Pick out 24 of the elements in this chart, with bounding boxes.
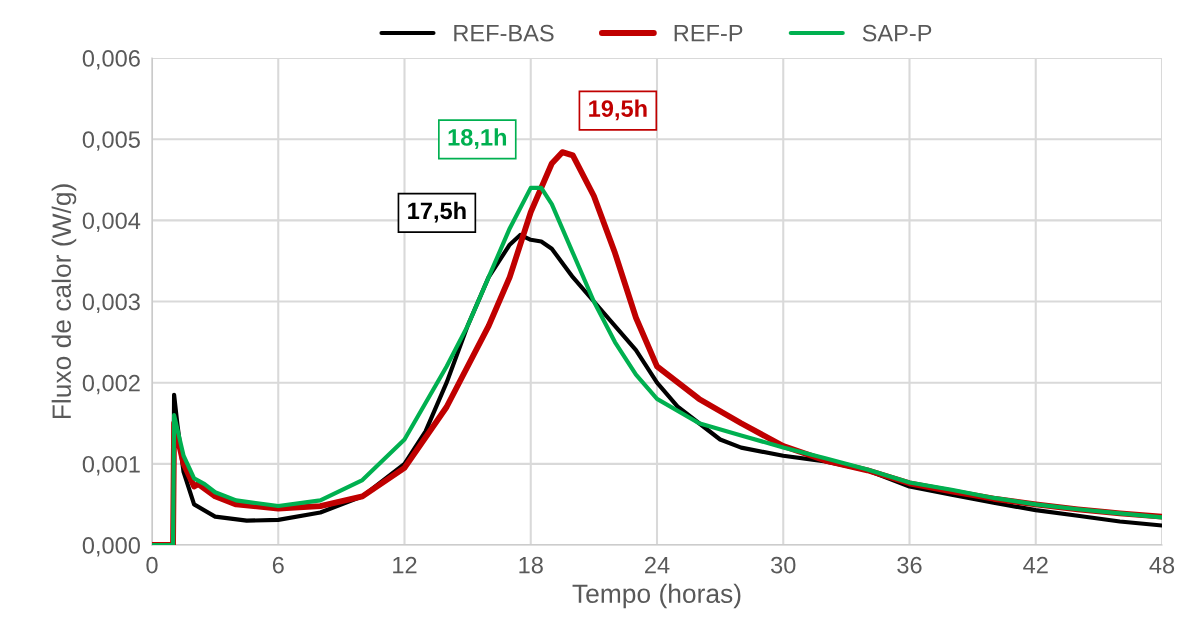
- annotation: 19,5h: [589, 99, 647, 121]
- x-tick-label: 6: [272, 556, 284, 574]
- y-tick-label: 0,000: [82, 537, 140, 557]
- x-tick-label: 12: [393, 556, 417, 574]
- y-tick-label: 0,005: [82, 131, 140, 151]
- legend-label: REF-P: [674, 25, 743, 42]
- legend-label: SAP-P: [862, 24, 932, 42]
- x-tick-label: 42: [1023, 556, 1048, 574]
- x-tick-label: 18: [519, 556, 543, 574]
- x-axis-title: Tempo (horas): [572, 583, 741, 609]
- annotation: 18,1h: [448, 128, 507, 150]
- y-tick-label: 0,002: [82, 374, 140, 395]
- y-tick-label: 0,003: [82, 293, 140, 314]
- x-tick-label: 0: [146, 556, 158, 574]
- y-tick-label: 0,006: [82, 50, 140, 70]
- x-tick-label: 30: [771, 556, 796, 574]
- x-tick-label: 24: [645, 556, 670, 574]
- x-tick-label: 36: [897, 556, 922, 574]
- legend-label: REF-BAS: [454, 24, 554, 42]
- x-tick-label: 48: [1149, 556, 1175, 574]
- y-tick-label: 0,001: [82, 455, 140, 476]
- annotation: 17,5h: [408, 201, 466, 223]
- y-axis-title: Fluxo de calor (W/g): [51, 184, 77, 419]
- y-tick-label: 0,004: [82, 212, 141, 232]
